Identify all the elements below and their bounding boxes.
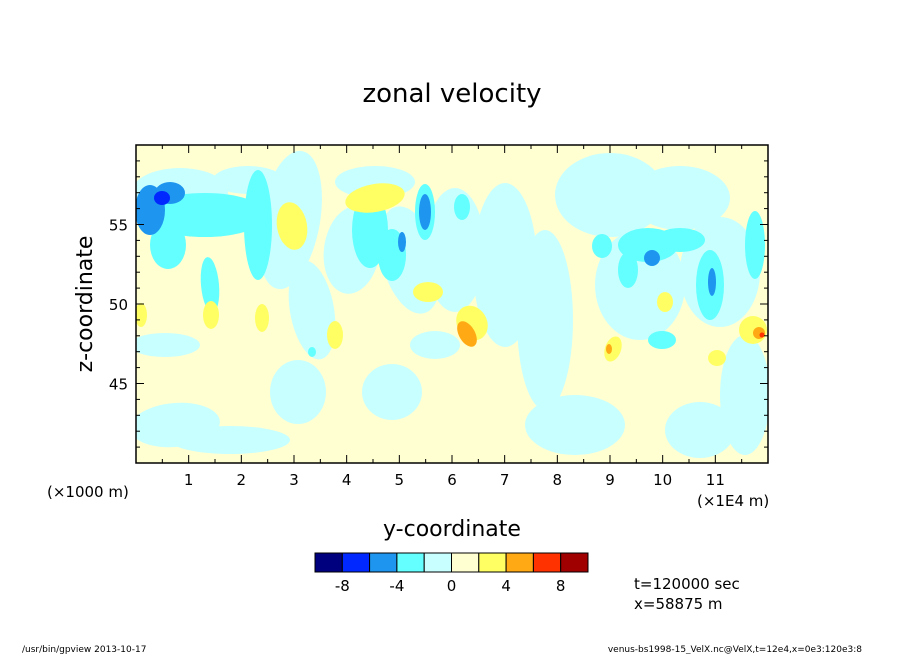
x-unit-left: (×1000 m) — [47, 483, 129, 501]
contour-region — [618, 252, 638, 288]
contour-region — [308, 347, 316, 357]
y-axis-label: z-coordinate — [73, 236, 98, 373]
contour-region — [136, 303, 147, 327]
contour-region — [203, 301, 219, 329]
y-tick-label: 50 — [109, 296, 128, 314]
contour-region — [136, 333, 200, 357]
contour-region — [457, 321, 477, 347]
x-axis-label: y-coordinate — [383, 517, 521, 542]
contour-region — [425, 188, 485, 312]
contour-region — [745, 211, 765, 279]
colorbar-swatch — [369, 552, 398, 573]
x-tick-label: 11 — [706, 471, 725, 489]
x-tick-label: 9 — [605, 471, 615, 489]
contour-region — [288, 260, 336, 360]
colorbar-label: -4 — [389, 577, 404, 595]
contour-region — [655, 228, 705, 252]
colorbar-swatch — [423, 552, 453, 573]
contour-region — [648, 331, 676, 349]
contour-region — [276, 202, 308, 250]
contour-region — [154, 191, 170, 205]
contour-region — [410, 331, 460, 359]
contour-region — [150, 221, 186, 269]
colorbar-label: -8 — [335, 577, 350, 595]
contour-region — [327, 321, 343, 349]
colorbar-swatch — [532, 552, 562, 573]
x-tick-label: 1 — [184, 471, 194, 489]
contour-region — [517, 230, 573, 410]
contour-region — [592, 234, 612, 258]
x-tick-label: 4 — [342, 471, 352, 489]
contour-region — [398, 232, 406, 252]
contour-region — [413, 282, 443, 302]
x-tick-label: 10 — [653, 471, 672, 489]
y-tick-label: 55 — [109, 217, 128, 235]
contour-region — [708, 268, 716, 296]
x-tick-label: 3 — [289, 471, 299, 489]
colorbar-swatch — [396, 552, 425, 573]
contour-region — [604, 336, 622, 362]
contour-region — [555, 153, 665, 237]
x-tick-label: 2 — [237, 471, 247, 489]
contour-field — [136, 150, 768, 458]
contour-region — [270, 360, 326, 424]
x-axis: 1 2 3 4 5 6 7 8 9 10 11 — [135, 145, 769, 489]
contour-region — [244, 170, 272, 280]
contour-region — [606, 344, 612, 354]
colorbar-swatch — [560, 552, 589, 573]
colorbar-swatch — [505, 552, 534, 573]
contour-region — [419, 194, 431, 230]
contour-region — [759, 332, 765, 338]
contour-region — [170, 426, 290, 454]
footer-right: venus-bs1998-15_VelX.nc@VelX,t=12e4,x=0e… — [608, 645, 862, 654]
contour-region — [630, 166, 730, 230]
colorbar-swatch — [478, 552, 507, 573]
contour-region — [454, 194, 470, 220]
contour-region — [657, 292, 673, 312]
contour-region — [665, 402, 735, 458]
info-time: t=120000 sec — [634, 575, 740, 593]
y-tick-label: 45 — [109, 376, 128, 394]
colorbar-swatch — [341, 552, 371, 573]
colorbar: -8 -4 0 4 8 — [314, 552, 589, 595]
colorbar-label: 0 — [447, 577, 457, 595]
x-tick-label: 8 — [553, 471, 563, 489]
x-tick-label: 5 — [395, 471, 405, 489]
contour-region — [708, 350, 726, 366]
footer-left: /usr/bin/gpview 2013-10-17 — [22, 645, 146, 654]
x-unit-right: (×1E4 m) — [697, 492, 769, 510]
colorbar-swatch — [451, 552, 480, 573]
colorbar-label: 4 — [501, 577, 511, 595]
y-axis: 45 50 55 — [109, 144, 768, 464]
colorbar-swatch — [314, 552, 343, 573]
contour-region — [525, 395, 625, 455]
contour-region — [345, 183, 405, 213]
contour-region — [200, 257, 220, 313]
contour-region — [255, 304, 269, 332]
info-x: x=58875 m — [634, 595, 723, 613]
x-tick-label: 6 — [447, 471, 457, 489]
chart-title: zonal velocity — [362, 79, 541, 109]
contour-region — [644, 250, 660, 266]
contour-region — [362, 364, 422, 420]
x-tick-label: 7 — [500, 471, 510, 489]
colorbar-label: 8 — [556, 577, 566, 595]
